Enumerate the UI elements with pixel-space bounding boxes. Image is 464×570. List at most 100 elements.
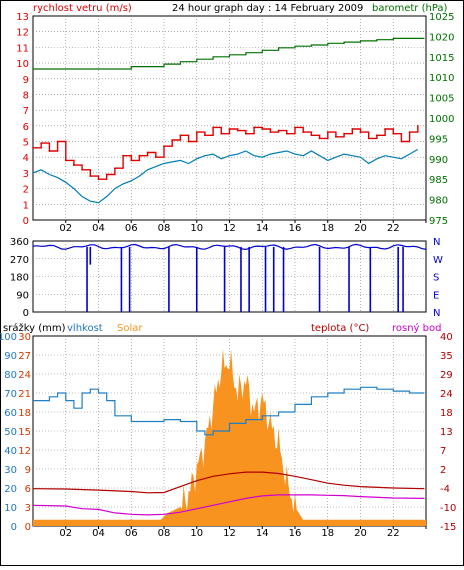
pressure-y-tick-label: 1005 <box>429 94 454 105</box>
rain-y-tick-label: 27 <box>18 351 31 362</box>
wind-point <box>40 142 43 145</box>
wind-point <box>195 131 198 134</box>
wind-point <box>187 140 190 143</box>
wind-y-tick-label: 3 <box>23 169 29 180</box>
wind-panel-x-tick-label: 18 <box>321 223 334 234</box>
pressure-y-tick-label: 980 <box>429 196 448 207</box>
pressure-y-tick-label: 995 <box>429 134 448 145</box>
wind-point <box>171 139 174 141</box>
temperature-y-tick-label: -15 <box>440 522 456 533</box>
temperature-y-tick-label: -4 <box>440 484 450 495</box>
temperature-panel-x-tick-label: 18 <box>321 528 334 539</box>
solar-area <box>33 348 426 526</box>
pressure-y-tick-label: 985 <box>429 175 448 186</box>
wind-y-tick-label: 8 <box>23 90 29 101</box>
wind-y-tick-label: 0 <box>23 216 29 227</box>
wind-y-tick-label: 4 <box>23 153 29 164</box>
wind-point <box>277 129 280 132</box>
humidity-y-tick-label: 80 <box>4 370 17 381</box>
wind-point <box>138 154 141 157</box>
wind-panel-x-tick-label: 06 <box>125 223 138 234</box>
temperature-panel-x-tick-label: 20 <box>354 528 367 539</box>
temperature-panel-x-tick-label: 08 <box>158 528 171 539</box>
wind-y-tick-label: 7 <box>23 106 29 117</box>
wind-point <box>81 168 84 171</box>
wind-panel-x-tick-label: 08 <box>158 223 171 234</box>
rain-y-tick-label: 30 <box>18 332 31 343</box>
humidity-y-tick-label: 40 <box>4 446 17 457</box>
chart-title: 24 hour graph day : 14 February 2009 <box>172 3 363 14</box>
wind-point <box>244 132 247 135</box>
wind-point <box>285 132 288 135</box>
wind-y-tick-label: 1 <box>23 200 29 211</box>
temperature-panel-x-tick-label: 04 <box>92 528 105 539</box>
direction-y-tick-label: 0 <box>23 308 29 319</box>
wind-y-tick-label: 6 <box>23 122 29 133</box>
wind-point <box>302 131 305 134</box>
wind-y-tick-label: 9 <box>23 75 29 86</box>
wind-y-tick-label: 11 <box>16 43 29 54</box>
direction-y-tick-label: 360 <box>10 237 29 248</box>
wind-point <box>48 150 51 152</box>
direction-compass-label: W <box>433 255 443 266</box>
wind-point <box>97 178 100 181</box>
wind-panel-x-tick-label: 22 <box>387 223 400 234</box>
temperature-panel-x-tick-label: 12 <box>223 528 236 539</box>
wind-point <box>105 173 108 176</box>
wind-point <box>408 131 411 134</box>
wind-point <box>416 124 419 127</box>
wind-panel-x-tick-label: 10 <box>190 223 203 234</box>
temperature-series-line <box>32 471 425 494</box>
rain-y-tick-label: 6 <box>25 484 31 495</box>
humidity-y-tick-label: 50 <box>4 427 17 438</box>
wind-point <box>130 159 133 162</box>
rain-y-tick-label: 21 <box>18 389 31 400</box>
wind-point <box>56 140 59 143</box>
wind-point <box>384 128 386 130</box>
direction-series-line <box>32 243 427 251</box>
wind-y-tick-label: 10 <box>16 59 29 70</box>
wind-point <box>212 126 215 129</box>
wind-point <box>236 129 239 132</box>
rain-y-tick-label: 0 <box>25 522 31 533</box>
wind-point <box>179 134 182 137</box>
wind-point <box>113 167 116 170</box>
wind-point <box>261 128 264 130</box>
humidity-y-tick-label: 10 <box>4 503 17 514</box>
temperature-y-tick-label: 7 <box>440 446 446 457</box>
wind-y-tick-label: 13 <box>16 12 29 23</box>
humidity-y-tick-label: 0 <box>11 522 17 533</box>
wind-point <box>122 154 124 157</box>
temperature-panel-x-tick-label: 02 <box>59 528 72 539</box>
wind-point <box>228 128 231 130</box>
wind-point <box>343 132 346 135</box>
rain-y-tick-label: 9 <box>25 465 31 476</box>
temperature-axis-label: teplota (°C) <box>311 323 369 334</box>
wind-point <box>204 134 206 137</box>
wind-point <box>375 134 378 137</box>
rain-y-tick-label: 15 <box>18 427 31 438</box>
wind-axis-label: rychlost vetru (m/s) <box>33 3 132 14</box>
temperature-y-tick-label: 13 <box>440 427 453 438</box>
rain-y-tick-label: 3 <box>25 503 31 514</box>
humidity-y-tick-label: 30 <box>4 465 17 476</box>
wind-point <box>154 156 157 159</box>
pressure-y-tick-label: 1000 <box>429 114 454 125</box>
wind-point <box>73 164 75 166</box>
wind-point <box>253 126 255 129</box>
direction-y-tick-label: 180 <box>10 273 29 284</box>
wind-point <box>163 145 165 148</box>
direction-compass-label: S <box>433 273 439 284</box>
pressure-y-tick-label: 990 <box>429 155 448 166</box>
direction-compass-label: N <box>433 308 440 319</box>
humidity-series-line <box>33 386 425 436</box>
dewpoint-axis-label: rosný bod <box>392 322 441 334</box>
humidity-y-tick-label: 20 <box>4 484 17 495</box>
direction-y-tick-label: 90 <box>16 290 29 301</box>
rain-y-tick-label: 24 <box>18 370 31 381</box>
pressure-y-tick-label: 1025 <box>429 12 454 23</box>
wind-point <box>359 131 362 134</box>
rain-y-tick-label: 18 <box>18 408 31 419</box>
